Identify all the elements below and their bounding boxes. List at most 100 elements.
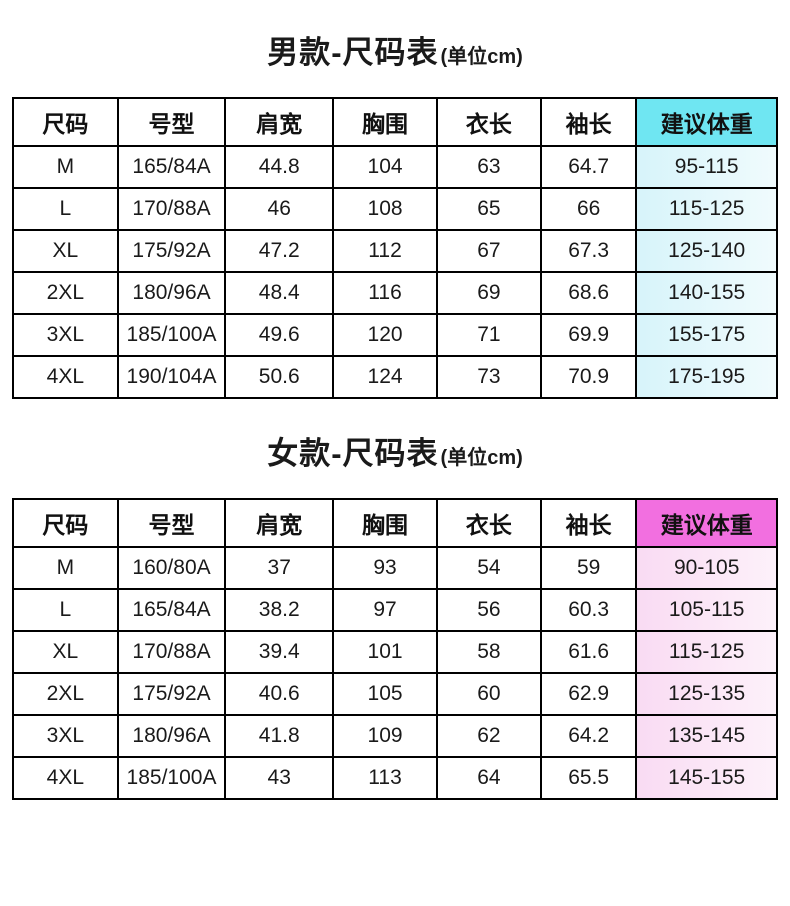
size-cell: 3XL bbox=[12, 714, 119, 759]
size-cell: M bbox=[12, 145, 119, 190]
table-row: M 165/84A 44.8 104 63 64.7 95-115 bbox=[12, 145, 778, 190]
value-cell: 65 bbox=[435, 187, 542, 232]
value-cell: 124 bbox=[332, 355, 438, 400]
column-header-4: 胸围 bbox=[332, 498, 438, 549]
value-cell: 44.8 bbox=[224, 145, 335, 190]
value-cell: 62 bbox=[435, 714, 542, 759]
value-cell: 60.3 bbox=[539, 588, 638, 633]
value-cell: 125-135 bbox=[635, 672, 778, 717]
mens-chart-title-unit: (单位cm) bbox=[440, 46, 523, 68]
womens-table-wrapper: 尺码 号型 肩宽 胸围 衣长 袖长 建议体重 M 160/80A 37 93 54 59 90-105 L 1… bbox=[0, 498, 790, 801]
value-cell: 64.7 bbox=[539, 145, 638, 190]
value-cell: 49.6 bbox=[224, 313, 335, 358]
value-cell: 41.8 bbox=[224, 714, 335, 759]
value-cell: 190/104A bbox=[116, 355, 227, 400]
value-cell: 170/88A bbox=[116, 630, 227, 675]
table-row: M 160/80A 37 93 54 59 90-105 bbox=[12, 546, 778, 591]
table-row: 3XL 180/96A 41.8 109 62 64.2 135-145 bbox=[12, 714, 778, 759]
size-cell: 4XL bbox=[12, 355, 119, 400]
table-row: 4XL 190/104A 50.6 124 73 70.9 175-195 bbox=[12, 355, 778, 400]
value-cell: 62.9 bbox=[539, 672, 638, 717]
value-cell: 58 bbox=[435, 630, 542, 675]
value-cell: 38.2 bbox=[224, 588, 335, 633]
mens-size-chart-section: 男款-尺码表 (单位cm) 尺码 号型 肩宽 胸围 衣长 袖长 建议体重 M 165/84A 44.… bbox=[0, 34, 790, 400]
value-cell: 95-115 bbox=[635, 145, 778, 190]
value-cell: 175-195 bbox=[635, 355, 778, 400]
value-cell: 115-125 bbox=[635, 187, 778, 232]
table-row: 4XL 185/100A 43 113 64 65.5 145-155 bbox=[12, 756, 778, 801]
value-cell: 112 bbox=[332, 229, 438, 274]
size-cell: 2XL bbox=[12, 271, 119, 316]
value-cell: 39.4 bbox=[224, 630, 335, 675]
size-cell: M bbox=[12, 546, 119, 591]
column-header-3: 肩宽 bbox=[224, 498, 335, 549]
value-cell: 185/100A bbox=[116, 756, 227, 801]
value-cell: 50.6 bbox=[224, 355, 335, 400]
table-row: 2XL 180/96A 48.4 116 69 68.6 140-155 bbox=[12, 271, 778, 316]
value-cell: 180/96A bbox=[116, 271, 227, 316]
value-cell: 54 bbox=[435, 546, 542, 591]
table-row: L 170/88A 46 108 65 66 115-125 bbox=[12, 187, 778, 232]
value-cell: 160/80A bbox=[116, 546, 227, 591]
column-header-7: 建议体重 bbox=[635, 498, 778, 549]
size-cell: 3XL bbox=[12, 313, 119, 358]
column-header-7: 建议体重 bbox=[635, 97, 778, 148]
value-cell: 97 bbox=[332, 588, 438, 633]
value-cell: 108 bbox=[332, 187, 438, 232]
header-row: 尺码 号型 肩宽 胸围 衣长 袖长 建议体重 bbox=[12, 97, 778, 148]
value-cell: 170/88A bbox=[116, 187, 227, 232]
column-header-1: 尺码 bbox=[12, 97, 119, 148]
column-header-3: 肩宽 bbox=[224, 97, 335, 148]
column-header-2: 号型 bbox=[116, 498, 227, 549]
value-cell: 105 bbox=[332, 672, 438, 717]
womens-chart-title: 女款-尺码表 (单位cm) bbox=[0, 435, 790, 472]
value-cell: 113 bbox=[332, 756, 438, 801]
value-cell: 70.9 bbox=[539, 355, 638, 400]
value-cell: 175/92A bbox=[116, 229, 227, 274]
value-cell: 67 bbox=[435, 229, 542, 274]
value-cell: 68.6 bbox=[539, 271, 638, 316]
womens-size-chart-section: 女款-尺码表 (单位cm) 尺码 号型 肩宽 胸围 衣长 袖长 建议体重 M 160/80A 37 9… bbox=[0, 435, 790, 801]
womens-size-table: 尺码 号型 肩宽 胸围 衣长 袖长 建议体重 M 160/80A 37 93 54 59 90-105 L 1… bbox=[12, 498, 778, 801]
value-cell: 185/100A bbox=[116, 313, 227, 358]
value-cell: 63 bbox=[435, 145, 542, 190]
value-cell: 93 bbox=[332, 546, 438, 591]
header-row: 尺码 号型 肩宽 胸围 衣长 袖长 建议体重 bbox=[12, 498, 778, 549]
value-cell: 104 bbox=[332, 145, 438, 190]
value-cell: 90-105 bbox=[635, 546, 778, 591]
table-row: 2XL 175/92A 40.6 105 60 62.9 125-135 bbox=[12, 672, 778, 717]
womens-chart-title-text: 女款-尺码表 bbox=[267, 436, 439, 472]
column-header-2: 号型 bbox=[116, 97, 227, 148]
value-cell: 140-155 bbox=[635, 271, 778, 316]
value-cell: 64.2 bbox=[539, 714, 638, 759]
value-cell: 65.5 bbox=[539, 756, 638, 801]
value-cell: 48.4 bbox=[224, 271, 335, 316]
value-cell: 37 bbox=[224, 546, 335, 591]
mens-chart-title: 男款-尺码表 (单位cm) bbox=[0, 34, 790, 71]
value-cell: 69 bbox=[435, 271, 542, 316]
value-cell: 165/84A bbox=[116, 145, 227, 190]
womens-chart-title-unit: (单位cm) bbox=[440, 447, 523, 470]
size-cell: L bbox=[12, 588, 119, 633]
value-cell: 40.6 bbox=[224, 672, 335, 717]
column-header-1: 尺码 bbox=[12, 498, 119, 549]
value-cell: 115-125 bbox=[635, 630, 778, 675]
value-cell: 66 bbox=[539, 187, 638, 232]
table-row: XL 170/88A 39.4 101 58 61.6 115-125 bbox=[12, 630, 778, 675]
value-cell: 71 bbox=[435, 313, 542, 358]
value-cell: 155-175 bbox=[635, 313, 778, 358]
value-cell: 135-145 bbox=[635, 714, 778, 759]
value-cell: 125-140 bbox=[635, 229, 778, 274]
value-cell: 109 bbox=[332, 714, 438, 759]
value-cell: 60 bbox=[435, 672, 542, 717]
value-cell: 73 bbox=[435, 355, 542, 400]
value-cell: 175/92A bbox=[116, 672, 227, 717]
value-cell: 47.2 bbox=[224, 229, 335, 274]
value-cell: 46 bbox=[224, 187, 335, 232]
value-cell: 43 bbox=[224, 756, 335, 801]
value-cell: 69.9 bbox=[539, 313, 638, 358]
size-cell: XL bbox=[12, 229, 119, 274]
value-cell: 101 bbox=[332, 630, 438, 675]
value-cell: 120 bbox=[332, 313, 438, 358]
